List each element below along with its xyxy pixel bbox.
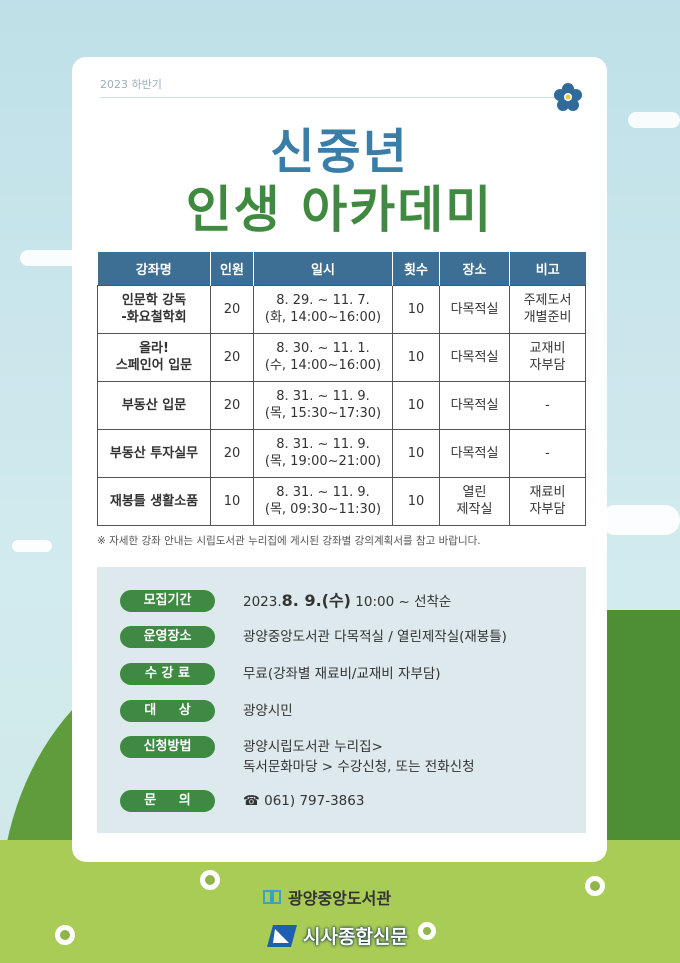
divider <box>100 97 555 98</box>
info-row-period: 모집기간 2023.8. 9.(수) 10:00 ~ 선착순 <box>120 590 580 612</box>
table-cell: 인문학 강독 -화요철학회 <box>97 284 211 334</box>
table-cell: 다목적실 <box>439 380 510 430</box>
table-cell: 부동산 투자실무 <box>97 428 211 478</box>
newspaper-logo: 시사종합신문 <box>265 922 408 949</box>
column-header: 횟수 <box>392 252 440 285</box>
table-cell: 8. 31. ~ 11. 9. (목, 19:00~21:00) <box>253 428 393 478</box>
table-cell: 10 <box>392 428 440 478</box>
newspaper-name: 시사종합신문 <box>303 926 408 948</box>
table-row: 재봉틀 생활소품 10 8. 31. ~ 11. 9. (목, 09:30~11:3… <box>97 476 586 526</box>
table-row: 인문학 강독 -화요철학회 20 8. 29. ~ 11. 7. (화, 14:00… <box>97 284 586 334</box>
flower-decoration <box>585 876 605 896</box>
info-value: 무료(강좌별 재료비/교재비 자부담) <box>243 666 441 682</box>
table-cell: 다목적실 <box>439 428 510 478</box>
period-year: 2023. <box>243 594 282 610</box>
period-rest: 10:00 ~ 선착순 <box>351 594 452 610</box>
info-row-venue: 운영장소 광양중앙도서관 다목적실 / 열린제작실(재봉틀) <box>120 626 580 648</box>
info-row-contact: 문 의 ☎ 061) 797-3863 <box>120 790 580 812</box>
table-cell: 20 <box>210 380 254 430</box>
table-cell: - <box>509 380 586 430</box>
label-pill: 모집기간 <box>120 590 215 612</box>
table-row: 올라! 스페인어 입문 20 8. 30. ~ 11. 1. (수, 14:00~1… <box>97 332 586 382</box>
subtitle: 2023 하반기 <box>100 78 162 91</box>
table-header: 강좌명 인원 일시 횟수 장소 비고 <box>97 252 586 285</box>
flower-decoration <box>200 870 220 890</box>
table-row: 부동산 투자실무 20 8. 31. ~ 11. 9. (목, 19:00~21:0… <box>97 428 586 478</box>
table-cell: 20 <box>210 284 254 334</box>
label-pill: 수 강 료 <box>120 663 215 685</box>
table-cell: - <box>509 428 586 478</box>
table-cell: 10 <box>392 380 440 430</box>
table-cell: 교재비 자부담 <box>509 332 586 382</box>
cloud <box>628 112 680 128</box>
book-icon <box>263 890 281 904</box>
column-header: 비고 <box>509 252 586 285</box>
column-header: 일시 <box>253 252 393 285</box>
table-cell: 재봉틀 생활소품 <box>97 476 211 526</box>
flower-decoration <box>418 922 436 940</box>
table-cell: 10 <box>392 332 440 382</box>
table-cell: 8. 31. ~ 11. 9. (목, 15:30~17:30) <box>253 380 393 430</box>
table-cell: 8. 29. ~ 11. 7. (화, 14:00~16:00) <box>253 284 393 334</box>
flower-icon <box>554 83 582 111</box>
table-cell: 10 <box>392 476 440 526</box>
table-cell: 주제도서 개별준비 <box>509 284 586 334</box>
label-pill: 문 의 <box>120 790 215 812</box>
column-header: 강좌명 <box>97 252 211 285</box>
table-cell: 10 <box>392 284 440 334</box>
label-pill: 대 상 <box>120 700 215 722</box>
info-value: 광양시민 <box>243 703 293 719</box>
table-cell: 열린 제작실 <box>439 476 510 526</box>
table-row: 부동산 입문 20 8. 31. ~ 11. 9. (목, 15:30~17:30)… <box>97 380 586 430</box>
phone-icon: ☎ <box>243 793 260 809</box>
phone-number: 061) 797-3863 <box>264 793 365 809</box>
column-header: 인원 <box>210 252 254 285</box>
period-date: 8. 9.(수) <box>281 591 351 610</box>
label-pill: 운영장소 <box>120 626 215 648</box>
course-table: 강좌명 인원 일시 횟수 장소 비고 인문학 강독 -화요철학회 20 8. 29. ~ 11… <box>97 252 586 526</box>
table-cell: 20 <box>210 332 254 382</box>
table-cell: 다목적실 <box>439 284 510 334</box>
info-value: 2023.8. 9.(수) 10:00 ~ 선착순 <box>243 591 451 612</box>
cloud <box>20 250 80 266</box>
title-line1: 신중년 <box>270 124 409 180</box>
info-value: ☎ 061) 797-3863 <box>243 791 364 811</box>
table-note: ※ 자세한 강좌 안내는 시립도서관 누리집에 게시된 강좌별 강의계획서를 참… <box>97 535 481 547</box>
info-row-fee: 수 강 료 무료(강좌별 재료비/교재비 자부담) <box>120 663 580 685</box>
column-header: 장소 <box>439 252 510 285</box>
table-cell: 재료비 자부담 <box>509 476 586 526</box>
library-name: 광양중앙도서관 <box>288 889 392 908</box>
flower-decoration <box>55 925 75 945</box>
table-cell: 부동산 입문 <box>97 380 211 430</box>
label-pill: 신청방법 <box>120 736 215 758</box>
table-cell: 8. 30. ~ 11. 1. (수, 14:00~16:00) <box>253 332 393 382</box>
info-value: 광양시립도서관 누리집> 독서문화마당 > 수강신청, 또는 전화신청 <box>243 739 475 775</box>
library-logo: 광양중앙도서관 <box>262 885 391 909</box>
info-value: 광양중앙도서관 다목적실 / 열린제작실(재봉틀) <box>243 629 507 645</box>
table-body: 인문학 강독 -화요철학회 20 8. 29. ~ 11. 7. (화, 14:00… <box>97 284 586 526</box>
table-cell: 10 <box>210 476 254 526</box>
info-row-apply: 신청방법 광양시립도서관 누리집> 독서문화마당 > 수강신청, 또는 전화신청 <box>120 736 580 777</box>
table-cell: 다목적실 <box>439 332 510 382</box>
table-cell: 올라! 스페인어 입문 <box>97 332 211 382</box>
title-line2: 인생 아카데미 <box>185 181 494 239</box>
table-cell: 20 <box>210 428 254 478</box>
cloud <box>12 540 52 552</box>
info-row-target: 대 상 광양시민 <box>120 700 580 722</box>
table-cell: 8. 31. ~ 11. 9. (목, 09:30~11:30) <box>253 476 393 526</box>
cloud <box>600 505 680 535</box>
newspaper-logo-icon <box>267 924 297 947</box>
